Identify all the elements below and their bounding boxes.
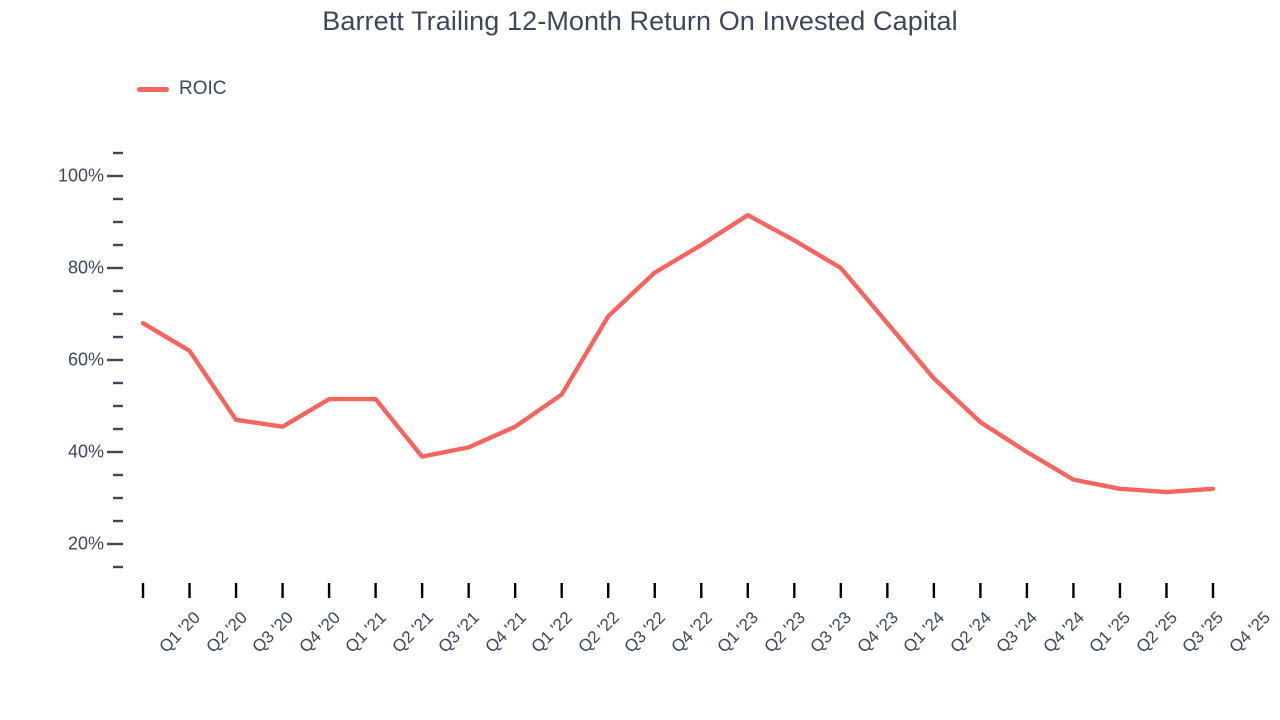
page-title: Barrett Trailing 12-Month Return On Inve… (322, 6, 958, 36)
y-axis-ticks (107, 151, 123, 569)
x-axis-tick-label: Q2 '20 (202, 608, 251, 657)
x-axis-tick-label: Q4 '20 (295, 608, 344, 657)
x-axis-tick-label: Q2 '25 (1132, 608, 1181, 657)
y-axis-tick-label: 100% (57, 165, 104, 186)
x-axis-tick-label: Q3 '23 (806, 608, 856, 657)
x-axis-ticks (141, 583, 1215, 598)
x-axis-tick-label: Q4 '21 (481, 608, 530, 657)
x-axis-tick-label: Q4 '22 (667, 608, 716, 657)
y-axis-tick-label: 60% (67, 349, 104, 370)
legend-label-roic: ROIC (179, 78, 227, 99)
x-axis-tick-label: Q1 '20 (155, 608, 204, 657)
x-axis-tick-label: Q3 '24 (992, 608, 1042, 657)
x-axis-tick-label: Q3 '22 (620, 608, 670, 657)
x-axis-tick-label: Q1 '22 (527, 608, 577, 657)
x-axis-tick-label: Q2 '23 (760, 608, 809, 657)
x-axis-tick-label: Q2 '24 (946, 608, 995, 657)
x-axis-tick-label: Q1 '21 (341, 608, 391, 657)
x-axis-tick-label: Q4 '23 (853, 608, 902, 657)
series-line-roic (140, 212, 1216, 495)
y-axis-labels: 20% 40% 60% 80% 100% (0, 0, 104, 720)
x-axis-tick-label: Q3 '25 (1178, 608, 1228, 657)
x-axis-tick-label: Q3 '21 (434, 608, 484, 657)
x-axis-tick-label: Q2 '22 (574, 608, 623, 657)
y-axis-tick-label: 40% (67, 441, 104, 462)
x-axis-tick-label: Q1 '24 (899, 608, 949, 657)
legend-line-swatch-roic (137, 86, 169, 92)
chart-legend: ROIC (137, 78, 227, 100)
x-axis-tick-label: Q4 '25 (1225, 608, 1274, 657)
x-axis-tick-label: Q1 '25 (1085, 608, 1135, 657)
x-axis-tick-label: Q2 '21 (388, 608, 437, 657)
y-axis-tick-label: 80% (67, 257, 104, 278)
y-axis-tick-label: 20% (67, 533, 104, 554)
x-axis-tick-label: Q1 '23 (713, 608, 763, 657)
x-axis-tick-label: Q4 '24 (1039, 608, 1088, 657)
x-axis-tick-label: Q3 '20 (248, 608, 298, 657)
